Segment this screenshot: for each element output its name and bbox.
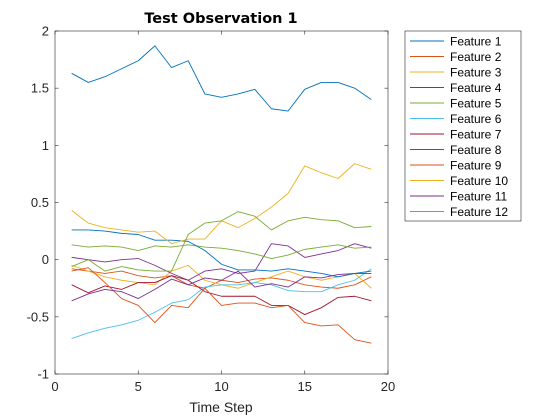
- legend-label-feature-6: Feature 6: [450, 112, 502, 126]
- legend-label-feature-4: Feature 4: [450, 81, 502, 95]
- x-axis-label: Time Step: [189, 399, 252, 415]
- legend-label-feature-12: Feature 12: [450, 205, 508, 219]
- legend-label-feature-5: Feature 5: [450, 96, 502, 110]
- y-tick-label: 0.5: [31, 195, 49, 210]
- legend-label-feature-9: Feature 9: [450, 158, 502, 172]
- series-line-feature-4: [71, 243, 372, 281]
- series-line-feature-1: [71, 45, 372, 112]
- series-line-feature-7: [71, 275, 372, 315]
- series-line-feature-12: [71, 211, 372, 272]
- legend-label-feature-11: Feature 11: [450, 189, 507, 203]
- y-tick-label: -0.5: [27, 309, 49, 324]
- x-tick-label: 0: [51, 379, 58, 394]
- chart-title: Test Observation 1: [144, 11, 297, 27]
- series-line-feature-9: [71, 267, 372, 344]
- legend-label-feature-8: Feature 8: [450, 143, 502, 157]
- series-line-feature-6: [71, 268, 372, 339]
- y-tick-label: 0: [42, 252, 49, 267]
- y-tick-label: 2: [42, 24, 49, 39]
- y-tick-label: 1: [42, 138, 49, 153]
- legend-box: [404, 30, 522, 222]
- x-tick-label: 15: [298, 379, 312, 394]
- plot-area: [55, 31, 388, 374]
- series-line-feature-11: [71, 270, 372, 302]
- series-line-feature-5: [71, 244, 372, 259]
- legend-label-feature-7: Feature 7: [450, 127, 502, 141]
- legend-label-feature-3: Feature 3: [450, 65, 502, 79]
- y-tick-label: -1: [37, 367, 49, 382]
- ticks-layer: 0 5 10 15 20 -1 -0.5 0 0.5 1 1.5 2: [27, 24, 396, 395]
- x-tick-label: 5: [135, 379, 142, 394]
- legend-label-feature-10: Feature 10: [450, 174, 508, 188]
- x-tick-label: 20: [381, 379, 395, 394]
- series-layer: [71, 45, 372, 344]
- series-line-feature-8: [71, 229, 372, 278]
- legend-label-feature-1: Feature 1: [450, 34, 502, 48]
- y-tick-label: 1.5: [31, 81, 49, 96]
- legend-label-feature-2: Feature 2: [450, 50, 502, 64]
- x-tick-label: 10: [214, 379, 228, 394]
